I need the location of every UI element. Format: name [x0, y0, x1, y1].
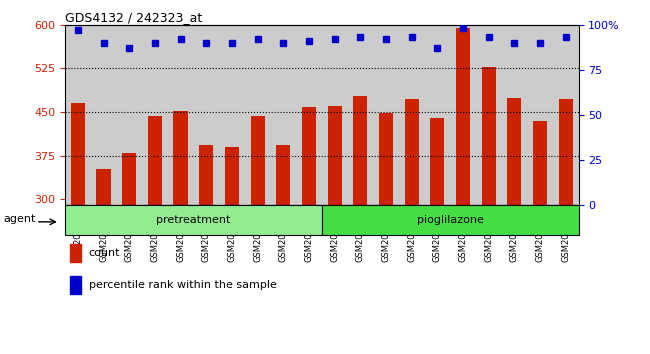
Bar	[71, 103, 85, 354]
Bar	[476, 25, 502, 205]
Bar	[398, 25, 424, 205]
Bar	[250, 116, 265, 354]
Bar	[174, 111, 188, 354]
Bar	[558, 99, 573, 354]
Bar	[430, 118, 445, 354]
Text: pretreatment: pretreatment	[156, 215, 231, 225]
Text: count: count	[88, 248, 120, 258]
Text: pioglilazone: pioglilazone	[417, 215, 484, 225]
Bar	[276, 145, 291, 354]
Bar	[65, 25, 90, 205]
Bar	[70, 244, 81, 262]
Bar	[65, 205, 322, 235]
Bar	[91, 25, 116, 205]
Bar	[373, 25, 399, 205]
Bar	[328, 106, 342, 354]
Bar	[302, 108, 316, 354]
Bar	[552, 25, 578, 205]
Bar	[142, 25, 168, 205]
Bar	[353, 96, 367, 354]
Bar	[168, 25, 194, 205]
Bar	[270, 25, 296, 205]
Bar	[322, 205, 578, 235]
Bar	[148, 116, 162, 354]
Bar	[70, 276, 81, 294]
Bar	[96, 169, 110, 354]
Bar	[527, 25, 552, 205]
Bar	[348, 25, 373, 205]
Bar	[245, 25, 270, 205]
Bar	[199, 145, 213, 354]
Bar	[322, 25, 347, 205]
Bar	[122, 153, 136, 354]
Text: GDS4132 / 242323_at: GDS4132 / 242323_at	[65, 11, 202, 24]
Text: agent: agent	[3, 214, 36, 224]
Bar	[225, 147, 239, 354]
Bar	[482, 67, 496, 354]
Bar	[533, 121, 547, 354]
Bar	[404, 99, 419, 354]
Bar	[379, 113, 393, 354]
Bar	[194, 25, 219, 205]
Bar	[116, 25, 142, 205]
Text: percentile rank within the sample: percentile rank within the sample	[88, 280, 276, 290]
Bar	[456, 28, 470, 354]
Bar	[219, 25, 245, 205]
Bar	[296, 25, 322, 205]
Bar	[507, 98, 521, 354]
Bar	[450, 25, 476, 205]
Bar	[502, 25, 527, 205]
Bar	[424, 25, 450, 205]
